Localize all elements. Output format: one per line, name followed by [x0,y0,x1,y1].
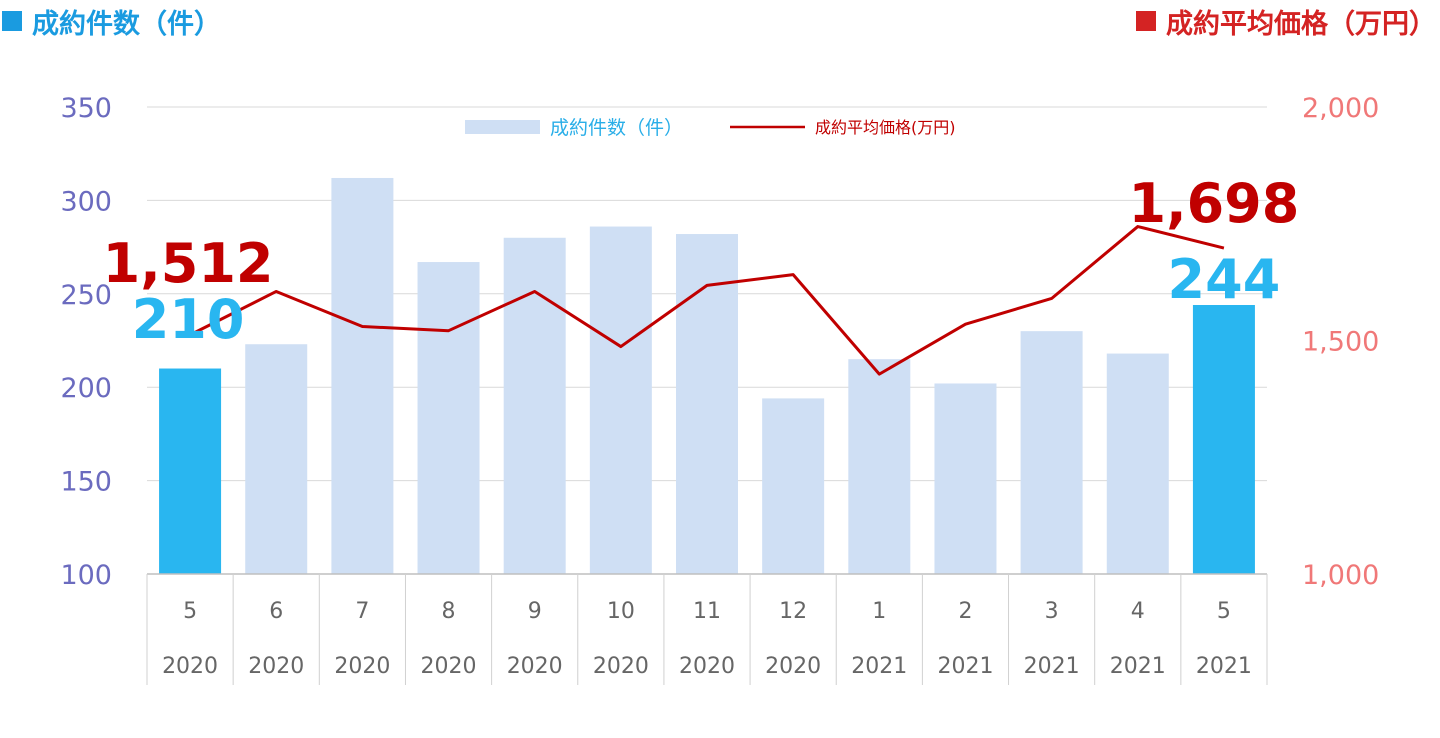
year-label: 2020 [765,654,821,679]
bar-series [159,177,1255,575]
price-value-callout: 1,698 [1129,172,1300,235]
month-label: 4 [1131,599,1145,624]
bar [245,344,308,574]
bar-value-callout: 210 [132,288,245,351]
year-label: 2021 [1110,654,1166,679]
year-label: 2020 [679,654,735,679]
left-tick-label: 300 [60,186,112,217]
left-tick-label: 100 [60,560,112,591]
price-value-callout: 1,512 [103,232,274,295]
bar [848,359,911,574]
right-axis-title-text: 成約平均価格（万円） [1166,9,1436,40]
month-label: 12 [779,599,807,624]
year-label: 2020 [421,654,477,679]
month-label: 9 [528,599,542,624]
bar [1106,353,1169,574]
bar-legend-square-icon [2,11,22,31]
year-label: 2020 [593,654,649,679]
bar [589,226,652,574]
left-axis-title-text: 成約件数（件） [32,9,221,40]
year-label: 2021 [851,654,907,679]
line-series [189,225,1225,376]
bar [503,237,566,574]
year-label: 2020 [507,654,563,679]
year-label: 2021 [1196,654,1252,679]
left-tick-label: 200 [60,373,112,404]
year-label: 2021 [1024,654,1080,679]
bar [417,262,480,574]
month-label: 5 [1217,599,1231,624]
month-label: 10 [607,599,635,624]
month-label: 11 [693,599,721,624]
month-label: 2 [958,599,972,624]
bar-highlight [159,368,222,574]
right-tick-label: 2,000 [1302,93,1379,124]
year-label: 2020 [248,654,304,679]
bar [331,177,394,574]
line-legend-square-icon [1136,11,1156,31]
right-tick-label: 1,500 [1302,327,1379,358]
year-label: 2020 [162,654,218,679]
left-tick-label: 150 [60,467,112,498]
legend-bar-swatch [465,120,540,134]
bar [762,398,825,574]
right-tick-label: 1,000 [1302,560,1379,591]
year-label: 2021 [937,654,993,679]
bar [676,234,738,575]
price-line [189,225,1225,376]
year-label: 2020 [334,654,390,679]
bar-highlight [1192,305,1255,574]
legend-bar-label: 成約件数（件） [550,117,683,139]
left-axis-title: 成約件数（件） [2,2,221,41]
right-axis-title: 成約平均価格（万円） [1136,2,1436,41]
legend-line-label: 成約平均価格(万円) [815,118,956,137]
month-label: 6 [269,599,283,624]
bar [934,383,997,574]
month-label: 1 [872,599,886,624]
legend: 成約件数（件） 成約平均価格(万円) [465,117,956,139]
left-tick-label: 250 [60,280,112,311]
month-label: 7 [355,599,369,624]
month-label: 3 [1045,599,1059,624]
month-label: 8 [442,599,456,624]
left-tick-label: 350 [60,93,112,124]
month-label: 5 [183,599,197,624]
axes: 100 150 200 250 300 350 1,000 1,500 2,000 5 2020 6 2… [60,93,1379,685]
bar-value-callout: 244 [1168,248,1281,311]
bar [1020,331,1083,574]
